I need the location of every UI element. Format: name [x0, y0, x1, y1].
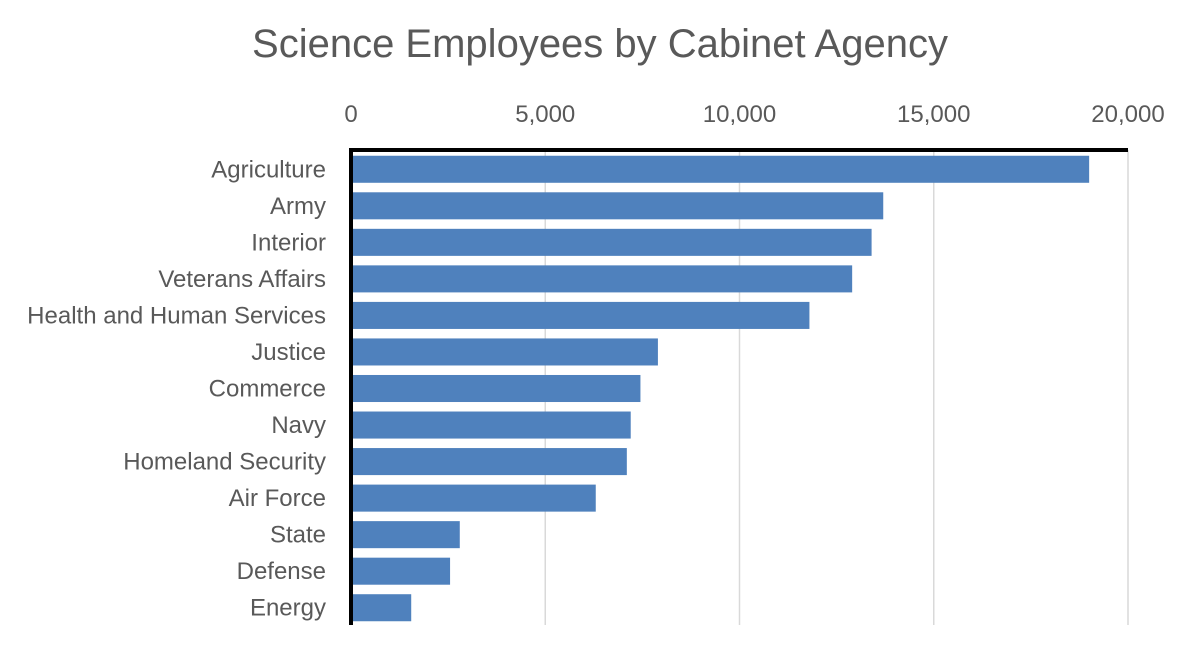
- x-tick-label: 5,000: [515, 101, 575, 128]
- x-tick-label: 20,000: [1091, 101, 1164, 128]
- category-label: Justice: [251, 339, 326, 366]
- category-label: Health and Human Services: [27, 302, 326, 329]
- category-label: Air Force: [229, 485, 326, 512]
- bar: [353, 448, 627, 476]
- bar: [353, 192, 884, 220]
- category-label: Defense: [237, 558, 326, 585]
- bar: [353, 265, 853, 293]
- bar: [353, 228, 872, 256]
- category-label: Veterans Affairs: [158, 266, 326, 293]
- category-label: Energy: [250, 595, 326, 622]
- x-tick-label: 0: [344, 101, 357, 128]
- bar: [353, 557, 451, 585]
- category-label: Commerce: [209, 376, 326, 403]
- bar: [353, 301, 810, 329]
- chart-title: Science Employees by Cabinet Agency: [252, 22, 948, 66]
- bar: [353, 155, 1090, 183]
- category-label: Army: [270, 193, 326, 220]
- category-label: Agriculture: [211, 156, 326, 183]
- bar: [353, 594, 412, 622]
- bar: [353, 411, 631, 439]
- category-label: Interior: [251, 229, 326, 256]
- category-label: Homeland Security: [123, 449, 326, 476]
- bar: [353, 521, 460, 549]
- bar: [353, 374, 641, 403]
- x-tick-label: 10,000: [703, 101, 776, 128]
- category-label: Navy: [271, 412, 326, 439]
- bar: [353, 484, 596, 512]
- category-label: State: [270, 522, 326, 549]
- bar: [353, 338, 658, 366]
- x-tick-label: 15,000: [897, 101, 970, 128]
